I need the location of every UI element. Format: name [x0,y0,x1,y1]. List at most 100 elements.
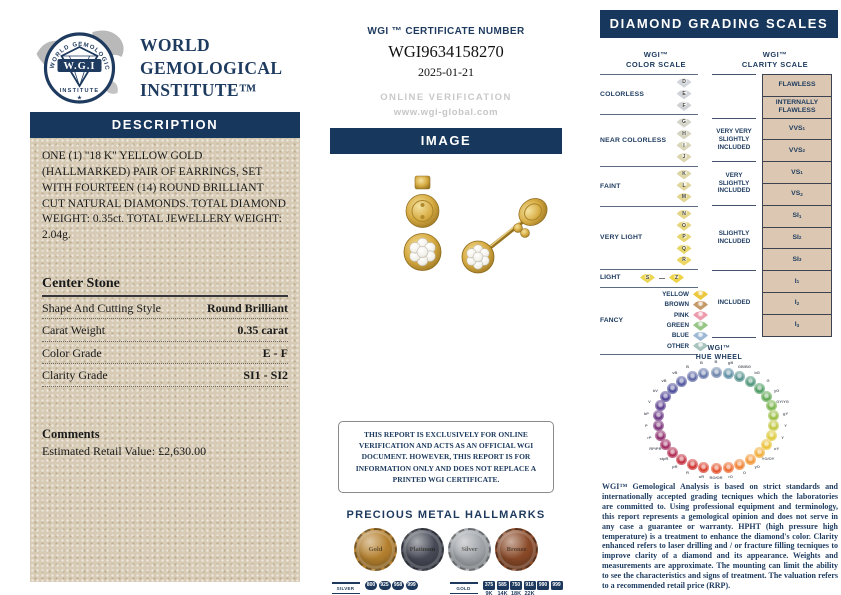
hue-label: yO [754,464,760,470]
clarity-scale-title: WGI™ CLARITY SCALE [712,50,838,72]
hue-label: gB [727,360,734,366]
clarity-box-sub: 3 [796,322,800,328]
karat-label: 9K [485,591,493,595]
color-scale-title-text: COLOR SCALE [625,60,687,70]
institute-name: WORLD GEMOLOGICAL INSTITUTE™ [140,34,282,101]
hue-dot [652,419,664,431]
earring-left [403,175,442,271]
clarity-box-sub: 2 [796,300,800,306]
clarity-box-label: VS [791,190,801,198]
color-group-label: COLORLESS [600,90,645,98]
karat-label: 18K [510,591,522,595]
clarity-box-sub: 1 [800,169,803,175]
center-stone-table: Shape And Cutting Style Round Brilliant Ca… [42,297,288,387]
metal-label-block: SILVER [329,580,362,595]
clarity-box-label: I [794,321,797,329]
clarity-category-label: VERY VERY SLIGHTLY INCLUDED [712,117,756,162]
clarity-box-label: SI [792,234,799,242]
hue-label: vB [661,378,667,384]
diamond-icon: K [676,169,692,180]
diamond-icon [693,290,708,300]
stamp-with-karat: 916 22K [523,581,536,595]
hue-dot [765,429,777,441]
color-group-label: FAINT [600,182,621,190]
hue-dot [655,399,667,411]
hue-label: Y [784,423,787,429]
clarity-box: INTERNALLY FLAWLESS [762,95,832,119]
right-column: DIAMOND GRADING SCALES WGI™ COLOR SCALE … [600,10,838,595]
hue-dot [753,446,765,458]
rule [449,592,478,595]
hue-label: RP/PR [649,446,662,452]
fineness-stamp: 916 [523,581,536,591]
hallmark-stamps: SILVER 800 925 958 999 GOLD 375 9K 585 14K 750 18K 9… [329,579,563,595]
stamp-row: 800 925 958 999 [365,581,418,591]
medallion-label: Silver [461,545,478,553]
clarity-box: VS 2 [762,183,832,206]
rule [331,592,360,595]
range-dash [659,277,665,279]
clarity-scale-title-brand: WGI™ [762,50,788,59]
clarity-gutter-line [712,336,756,338]
scale-divider [600,286,698,289]
clarity-box: FLAWLESS [762,74,832,97]
clarity-box-sub: 2 [802,148,806,154]
color-group: COLORLESS D E F [600,77,712,112]
logo-worldmap-right [91,30,124,59]
fineness-stamp: 958 [392,581,404,591]
medallion-label: Platinum [409,545,436,553]
scale-divider [600,353,698,355]
hue-label: O [742,470,747,476]
karat-label: 22K [524,591,535,595]
color-group-label: LIGHT [600,273,621,281]
hue-dot [722,461,734,473]
hue-dot [686,458,698,470]
hue-label: B [686,364,689,370]
hue-label: vB [672,370,678,376]
clarity-box-label: VVS [788,125,803,133]
clarity-box-sub: 2 [798,235,802,241]
hue-label: G [766,378,770,384]
diamond-icon: E [676,89,692,100]
stamp-with-karat: 750 18K [510,581,522,595]
hue-dot [710,366,722,378]
description-panel: ONE (1) "18 K" YELLOW GOLD (HALLMARKED) … [30,138,300,582]
hue-dot [698,461,710,473]
rule [331,582,360,584]
diamond-icon: P [676,232,692,243]
hue-dot [686,370,698,382]
metal-name: GOLD [456,585,471,591]
clarity-category-label: VERY SLIGHTLY INCLUDED [712,161,756,205]
table-row: Shape And Cutting Style Round Brilliant [42,297,288,320]
online-report-disclaimer: THIS REPORT IS EXCLUSIVELY FOR ONLINE VE… [338,420,554,494]
diamond-icon: L [676,181,692,191]
clarity-box-label: SI [792,212,799,220]
row-label: Carat Weight [42,323,106,338]
hue-dot [652,409,664,421]
fancy-color-name: BLUE [671,332,689,340]
color-group: FAINT K L M [600,169,712,204]
diamond-icon [693,310,708,321]
row-value: E - F [262,345,288,360]
hue-dot [760,390,772,402]
hue-label: bP [643,411,649,417]
diamond-icon: D [676,78,692,88]
scale-divider [600,268,698,270]
hue-label: rP [647,435,652,441]
diamond-icon: Z [669,273,684,284]
center-stone-heading: Center Stone [42,276,288,297]
hue-wheel-title-brand: WGI™ [707,345,731,352]
logo-ring-text-bottom: INSTITUTE [60,88,100,94]
medallion-label: Bronze [506,545,527,553]
diamond-icon [693,331,708,342]
clarity-category-label: SLIGHTLY INCLUDED [712,204,756,270]
hue-label: YO/OY [761,455,775,461]
clarity-box-label: VS [791,168,801,176]
diamond-icon: G [676,118,692,128]
clarity-box-label: I [794,277,797,285]
medallion-bronze: Bronze [495,528,538,572]
